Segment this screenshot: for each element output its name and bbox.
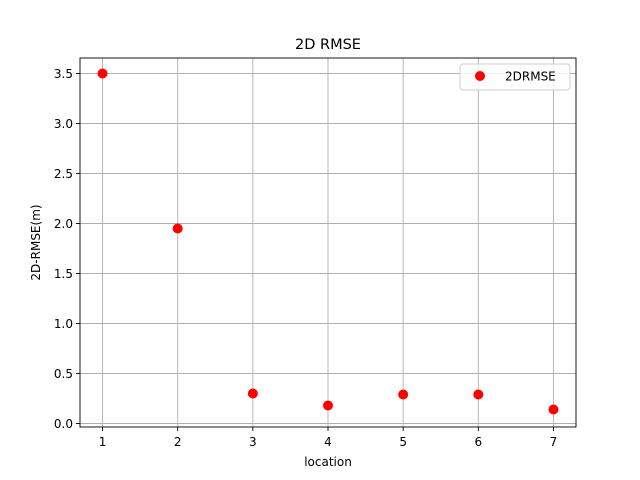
data-point	[172, 223, 183, 234]
x-tick-label: 5	[399, 435, 407, 449]
x-tick-label: 1	[99, 435, 107, 449]
y-tick-label: 0.0	[54, 417, 73, 431]
chart-title: 2D RMSE	[295, 37, 361, 53]
x-tick-label: 3	[249, 435, 257, 449]
x-tick-label: 7	[550, 435, 558, 449]
y-tick-label: 1.0	[54, 317, 73, 331]
plot-frame	[79, 57, 577, 428]
legend-box	[459, 63, 571, 91]
y-tick-label: 1.5	[54, 267, 73, 281]
data-points	[97, 68, 559, 415]
legend-label-2drmse: 2DRMSE	[505, 70, 556, 84]
x-tick-label: 2	[174, 435, 182, 449]
y-axis-label: 2D-RMSE(m)	[29, 204, 43, 280]
legend-marker	[475, 71, 485, 81]
grid	[80, 58, 576, 427]
data-point	[473, 389, 484, 400]
data-point	[323, 400, 333, 411]
y-tick-label: 3.5	[54, 67, 73, 81]
data-point	[548, 404, 559, 415]
x-tick-label: 4	[324, 435, 332, 449]
data-point	[398, 389, 409, 400]
legend: 2DRMSE	[459, 63, 571, 91]
ticks: 1 2 3 4 5 6 7 0.0 0.5 1.0 1.5 2.0 2.5 3.0 3.5	[54, 67, 557, 449]
y-tick-label: 2.0	[54, 217, 73, 231]
y-tick-label: 3.0	[54, 117, 73, 131]
x-tick-label: 6	[474, 435, 482, 449]
data-point	[97, 68, 108, 79]
x-axis-label: location	[304, 455, 352, 469]
data-point	[247, 388, 258, 399]
y-tick-label: 0.5	[54, 367, 73, 381]
y-tick-label: 2.5	[54, 167, 73, 181]
